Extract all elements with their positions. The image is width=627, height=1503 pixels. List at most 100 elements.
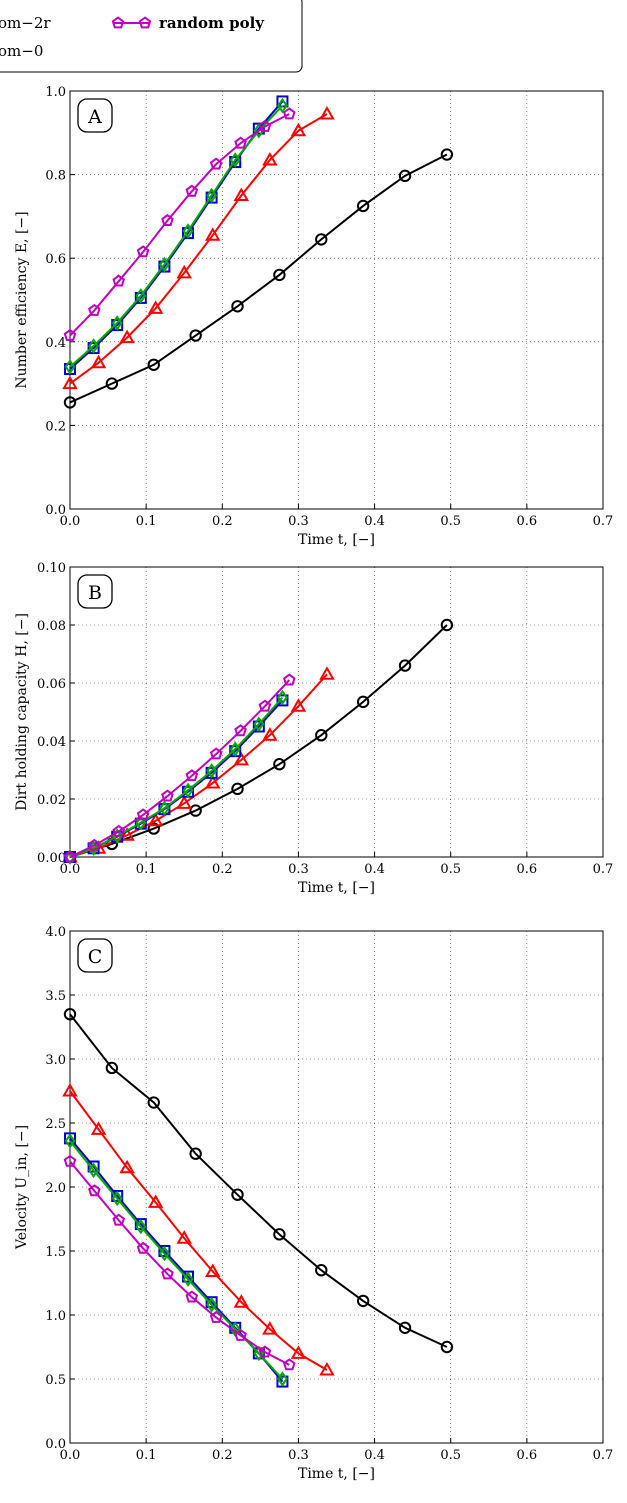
panel-label: C xyxy=(88,946,103,968)
data-point xyxy=(282,673,296,686)
data-point xyxy=(63,328,77,341)
data-point xyxy=(105,377,119,390)
x-tick-label: 0.6 xyxy=(517,862,538,877)
series-2 xyxy=(62,105,335,390)
data-point xyxy=(276,694,289,707)
x-tick-label: 0.6 xyxy=(517,514,538,529)
x-tick-label: 0.0 xyxy=(60,514,81,529)
data-point xyxy=(176,795,192,809)
x-tick-label: 0.0 xyxy=(60,862,81,877)
series-2 xyxy=(62,666,335,863)
data-point xyxy=(209,747,223,760)
series-line xyxy=(69,1013,448,1348)
series-5 xyxy=(63,1154,296,1371)
y-tick-label: 0.0 xyxy=(45,1437,66,1452)
data-point xyxy=(62,375,78,390)
data-point xyxy=(273,268,286,282)
data-point xyxy=(135,288,147,304)
x-axis-label: Time t, [−] xyxy=(298,880,375,896)
x-tick-label: 0.3 xyxy=(288,1448,309,1463)
series-1 xyxy=(63,1008,454,1354)
data-point xyxy=(356,199,370,213)
series-line xyxy=(69,1090,328,1371)
data-point xyxy=(176,264,192,279)
legend-entry-1-label: om−2r xyxy=(0,14,51,32)
data-point xyxy=(258,119,272,132)
data-point xyxy=(234,1328,247,1341)
data-point xyxy=(147,1194,164,1208)
data-point xyxy=(62,1082,78,1097)
series-line xyxy=(69,104,284,368)
data-point xyxy=(273,1228,286,1241)
x-tick-label: 0.6 xyxy=(517,1448,538,1463)
data-point xyxy=(231,300,244,313)
data-point xyxy=(253,716,265,732)
y-axis-label: Velocity U_in, [−] xyxy=(14,1125,30,1250)
data-point xyxy=(185,184,199,197)
y-tick-label: 0.08 xyxy=(37,619,66,634)
data-point xyxy=(185,769,199,782)
y-tick-label: 1.0 xyxy=(45,85,66,100)
x-tick-label: 0.5 xyxy=(440,862,461,877)
x-axis-label: Time t, [−] xyxy=(298,532,375,548)
y-tick-label: 1.5 xyxy=(45,1245,66,1260)
data-point xyxy=(161,789,174,802)
data-point xyxy=(161,1267,174,1280)
data-point xyxy=(63,396,77,409)
y-tick-label: 2.5 xyxy=(45,1117,66,1132)
data-point xyxy=(158,1245,170,1262)
legend-entry-2-pentagon-marker xyxy=(111,16,125,29)
data-point xyxy=(258,1345,272,1358)
data-point xyxy=(356,695,370,709)
data-point xyxy=(158,256,170,273)
data-point xyxy=(233,1294,250,1308)
data-point xyxy=(398,169,412,183)
data-point xyxy=(315,1264,328,1277)
series-1 xyxy=(63,618,454,864)
data-point xyxy=(112,274,126,287)
data-point xyxy=(136,1241,150,1254)
data-point xyxy=(290,698,307,712)
data-point xyxy=(229,152,241,168)
y-tick-label: 1.0 xyxy=(45,1309,66,1324)
data-point xyxy=(111,1190,123,1207)
y-tick-label: 0.10 xyxy=(37,561,66,576)
y-tick-label: 3.0 xyxy=(45,1053,66,1068)
x-tick-label: 0.7 xyxy=(593,514,614,529)
data-point xyxy=(440,618,454,632)
panel-label-box xyxy=(77,938,113,973)
data-point xyxy=(63,1154,77,1167)
data-point xyxy=(182,223,194,239)
series-line xyxy=(69,699,284,858)
data-point xyxy=(90,354,107,369)
data-point xyxy=(105,1061,119,1075)
x-tick-label: 0.7 xyxy=(593,1448,614,1463)
data-point xyxy=(205,775,221,789)
y-tick-label: 0.02 xyxy=(37,793,66,808)
data-point xyxy=(258,699,272,712)
x-tick-label: 0.3 xyxy=(288,514,309,529)
data-point xyxy=(277,97,288,114)
y-tick-label: 3.5 xyxy=(45,989,66,1004)
data-point xyxy=(176,1230,192,1244)
data-point xyxy=(185,1290,199,1303)
legend-entry-3-label: om−0 xyxy=(0,42,43,60)
series-1 xyxy=(63,148,454,409)
series-line xyxy=(69,679,291,858)
data-point xyxy=(111,315,123,331)
y-tick-label: 0.2 xyxy=(45,419,66,434)
data-point xyxy=(88,838,101,851)
legend-entry-2-pentagon-marker xyxy=(138,16,152,29)
y-tick-label: 2.0 xyxy=(45,1181,66,1196)
data-point xyxy=(234,724,247,737)
data-point xyxy=(135,815,147,831)
data-point xyxy=(90,1121,107,1135)
data-point xyxy=(253,1345,265,1362)
data-point xyxy=(290,122,307,137)
y-axis-label: Dirt holding capacity H, [−] xyxy=(14,613,30,811)
data-point xyxy=(315,729,328,742)
y-tick-label: 0.00 xyxy=(37,851,66,866)
data-point xyxy=(161,213,174,226)
series-line xyxy=(69,153,448,404)
data-point xyxy=(319,1362,335,1376)
